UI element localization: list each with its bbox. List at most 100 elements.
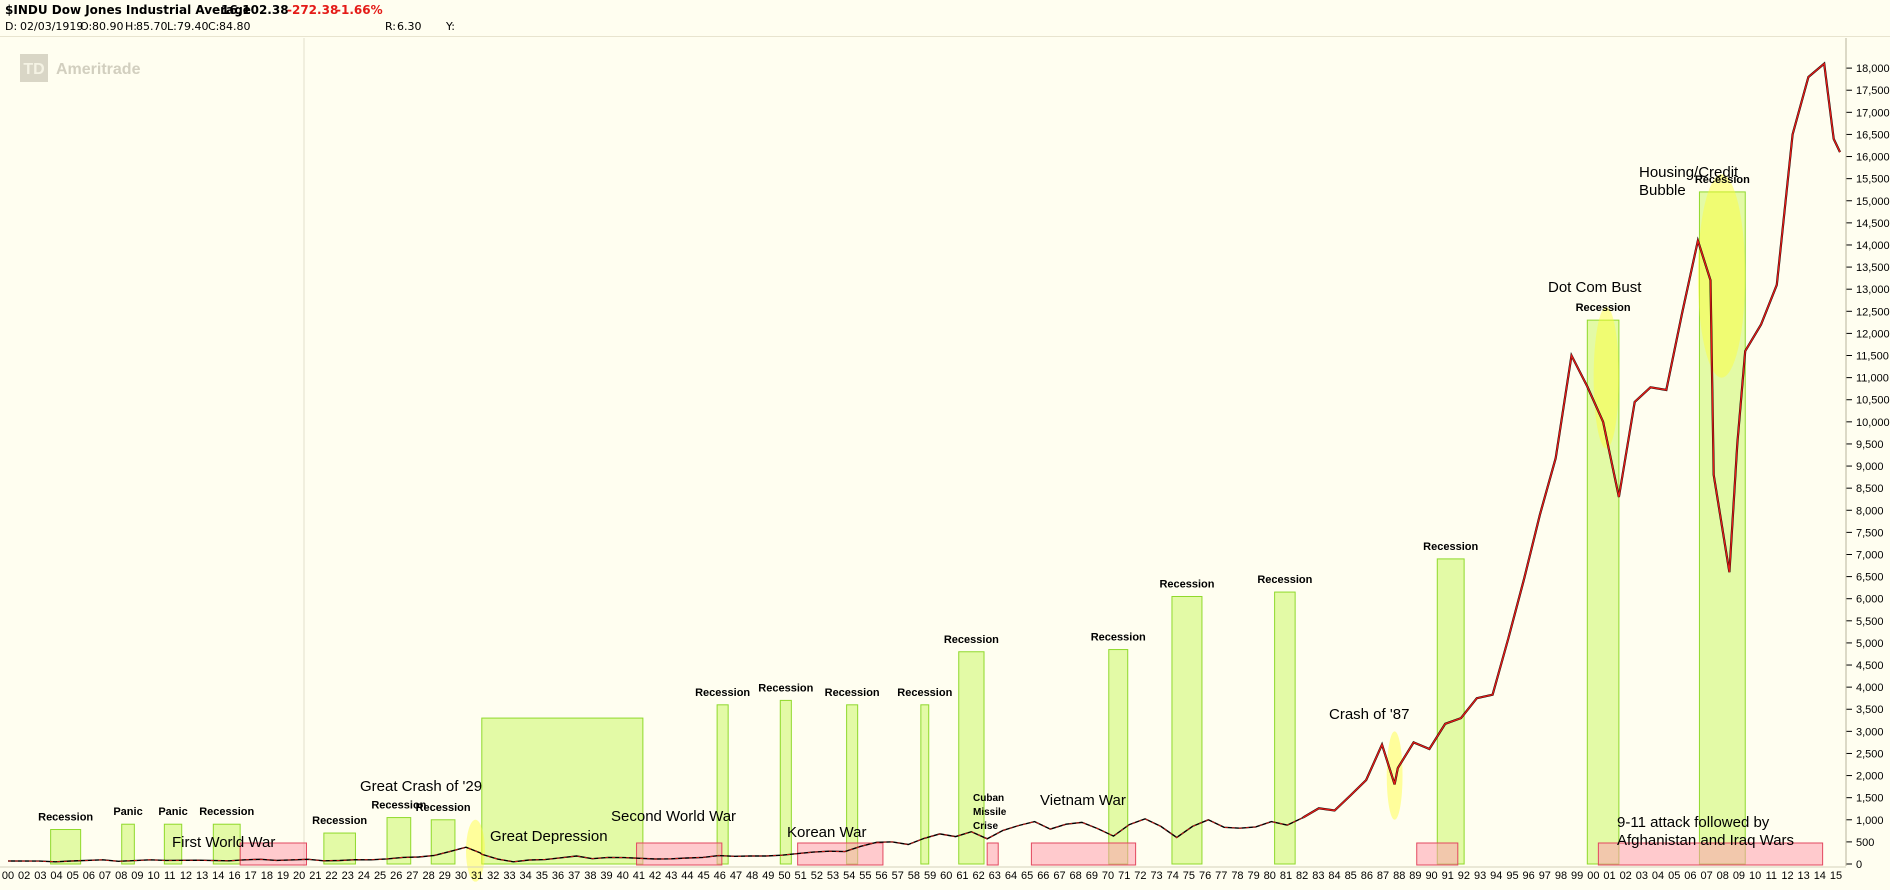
x-tick-label: 44 (681, 870, 693, 882)
x-tick-label: 26 (390, 870, 402, 882)
war-title: Missile (973, 807, 1007, 818)
y-tick-label: 1,000 (1856, 815, 1884, 827)
price-line-early-bars (7, 817, 1304, 863)
y-tick-label: 2,000 (1856, 771, 1884, 783)
x-tick-label: 57 (892, 870, 904, 882)
x-tick-label: 35 (536, 870, 548, 882)
y-tick-label: 2,500 (1856, 748, 1884, 760)
y-tick-label: 8,500 (1856, 483, 1884, 495)
recession-label: Recession (371, 800, 426, 812)
x-tick-label: 91 (1442, 870, 1454, 882)
x-tick-label: 04 (1652, 870, 1664, 882)
recession-band (121, 823, 135, 865)
x-tick-label: 41 (633, 870, 645, 882)
x-tick-label: 77 (1215, 870, 1227, 882)
low-value: 79.40 (177, 20, 209, 33)
open-value: 80.90 (92, 20, 124, 33)
x-tick-label: 51 (795, 870, 807, 882)
annotation-911: 9-11 attack followed by (1617, 814, 1770, 831)
brand-name: Ameritrade (56, 61, 141, 78)
close-value: 84.80 (219, 20, 251, 33)
recession-label: Recession (825, 687, 880, 699)
x-tick-label: 72 (1134, 870, 1146, 882)
x-tick-label: 99 (1571, 870, 1583, 882)
x-tick-label: 76 (1199, 870, 1211, 882)
x-tick-label: 36 (552, 870, 564, 882)
x-tick-label: 47 (730, 870, 742, 882)
recession-label: Recession (416, 802, 471, 814)
x-tick-label: 14 (212, 870, 224, 882)
x-tick-label: 24 (358, 870, 370, 882)
x-tick-label: 58 (908, 870, 920, 882)
recession-band (1274, 591, 1296, 865)
x-tick-label: 13 (196, 870, 208, 882)
x-tick-label: 08 (1717, 870, 1729, 882)
x-tick-label: 56 (875, 870, 887, 882)
x-tick-label: 15 (1830, 870, 1842, 882)
x-tick-label: 60 (940, 870, 952, 882)
quote-header: $INDU Dow Jones Industrial Average 16,10… (0, 0, 1890, 37)
x-tick-label: 63 (989, 870, 1001, 882)
x-tick-label: 89 (1409, 870, 1421, 882)
ameritrade-logo: TD Ameritrade (20, 54, 141, 82)
x-tick-label: 25 (374, 870, 386, 882)
x-tick-label: 61 (956, 870, 968, 882)
symbol-name: $INDU Dow Jones Industrial Average (5, 3, 251, 17)
y-tick-label: 15,000 (1856, 196, 1890, 208)
x-tick-label: 82 (1296, 870, 1308, 882)
war-title: Cuban (973, 793, 1004, 804)
x-tick-label: 02 (18, 870, 30, 882)
x-tick-label: 95 (1506, 870, 1518, 882)
recession-band (1436, 558, 1465, 865)
x-tick-label: 12 (1781, 870, 1793, 882)
x-tick-label: 74 (1167, 870, 1179, 882)
x-tick-label: 34 (520, 870, 532, 882)
r-value: 6.30 (397, 20, 422, 33)
y-tick-label: 17,000 (1856, 107, 1890, 119)
x-tick-label: 79 (1248, 870, 1260, 882)
x-tick-label: 84 (1328, 870, 1340, 882)
x-tick-label: 70 (1102, 870, 1114, 882)
x-tick-label: 30 (455, 870, 467, 882)
x-tick-label: 21 (309, 870, 321, 882)
x-tick-label: 39 (600, 870, 612, 882)
y-tick-label: 7,000 (1856, 549, 1884, 561)
y-tick-label: 17,500 (1856, 85, 1890, 97)
high-value: 85.70 (136, 20, 168, 33)
x-tick-label: 67 (1053, 870, 1065, 882)
x-tick-label: 29 (439, 870, 451, 882)
recession-label: Recession (199, 806, 254, 818)
x-tick-label: 38 (584, 870, 596, 882)
y-tick-label: 13,000 (1856, 284, 1890, 296)
x-tick-label: 52 (811, 870, 823, 882)
recession-band (716, 704, 729, 865)
recession-band (920, 704, 930, 865)
y-tick-label: 4,500 (1856, 660, 1884, 672)
y-tick-label: 9,000 (1856, 461, 1884, 473)
x-tick-label: 81 (1280, 870, 1292, 882)
x-tick-label: 78 (1231, 870, 1243, 882)
event-title: Great Crash of '29 (360, 778, 482, 795)
x-axis: 00 02 03 04 05 06 07 08 09 10 11 12 13 14 16 17 18 19 20 21… (0, 866, 1846, 882)
x-tick-label: 03 (34, 870, 46, 882)
open-label: O: (80, 20, 93, 33)
y-label: Y: (446, 20, 455, 33)
war-band (636, 842, 723, 866)
x-tick-label: 20 (293, 870, 305, 882)
recession-label: Recession (944, 634, 999, 646)
recession-band (386, 817, 412, 865)
x-tick-label: 53 (827, 870, 839, 882)
war-band (1416, 842, 1459, 866)
war-title: First World War (172, 834, 275, 851)
price-change-percent: -1.66% (336, 3, 383, 17)
y-tick-label: 10,000 (1856, 417, 1890, 429)
x-tick-label: 64 (1005, 870, 1017, 882)
x-tick-label: 75 (1183, 870, 1195, 882)
event-title: Housing/Credit (1639, 164, 1739, 181)
x-tick-label: 50 (778, 870, 790, 882)
y-tick-label: 500 (1856, 837, 1874, 849)
x-tick-label: 18 (261, 870, 273, 882)
event-title: Dot Com Bust (1548, 279, 1642, 296)
